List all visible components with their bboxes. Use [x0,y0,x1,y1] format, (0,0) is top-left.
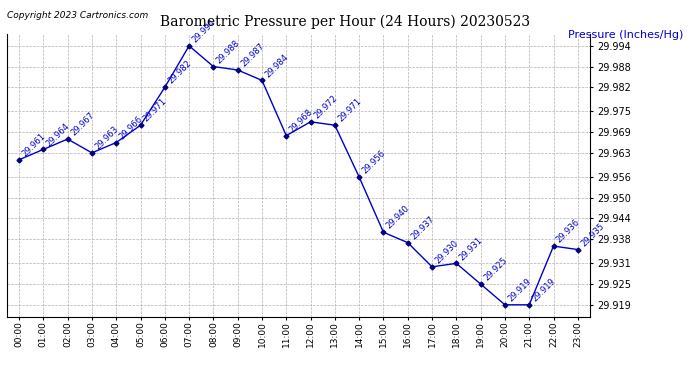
Text: 29.971: 29.971 [142,97,169,124]
Text: 29.984: 29.984 [264,52,290,79]
Text: 29.961: 29.961 [21,132,48,158]
Text: Barometric Pressure per Hour (24 Hours) 20230523: Barometric Pressure per Hour (24 Hours) … [160,15,530,29]
Text: 29.936: 29.936 [555,218,582,245]
Text: 29.919: 29.919 [506,277,533,303]
Text: 29.982: 29.982 [166,59,193,86]
Text: 29.987: 29.987 [239,42,266,69]
Text: 29.963: 29.963 [93,124,120,152]
Text: 29.966: 29.966 [117,114,145,141]
Text: 29.994: 29.994 [190,18,217,45]
Text: 29.930: 29.930 [433,238,460,266]
Text: 29.972: 29.972 [312,93,339,120]
Text: 29.971: 29.971 [336,97,363,124]
Text: Copyright 2023 Cartronics.com: Copyright 2023 Cartronics.com [7,11,148,20]
Text: 29.940: 29.940 [385,204,412,231]
Text: 29.919: 29.919 [531,277,558,303]
Text: 29.931: 29.931 [457,235,484,262]
Text: 29.935: 29.935 [579,221,606,248]
Text: 29.937: 29.937 [409,214,436,241]
Text: 29.988: 29.988 [215,38,242,65]
Text: 29.967: 29.967 [69,111,96,138]
Text: 29.968: 29.968 [288,107,315,134]
Text: 29.925: 29.925 [482,256,509,283]
Text: 29.964: 29.964 [45,121,72,148]
Text: Pressure (Inches/Hg): Pressure (Inches/Hg) [568,30,683,40]
Text: 29.956: 29.956 [361,149,387,176]
